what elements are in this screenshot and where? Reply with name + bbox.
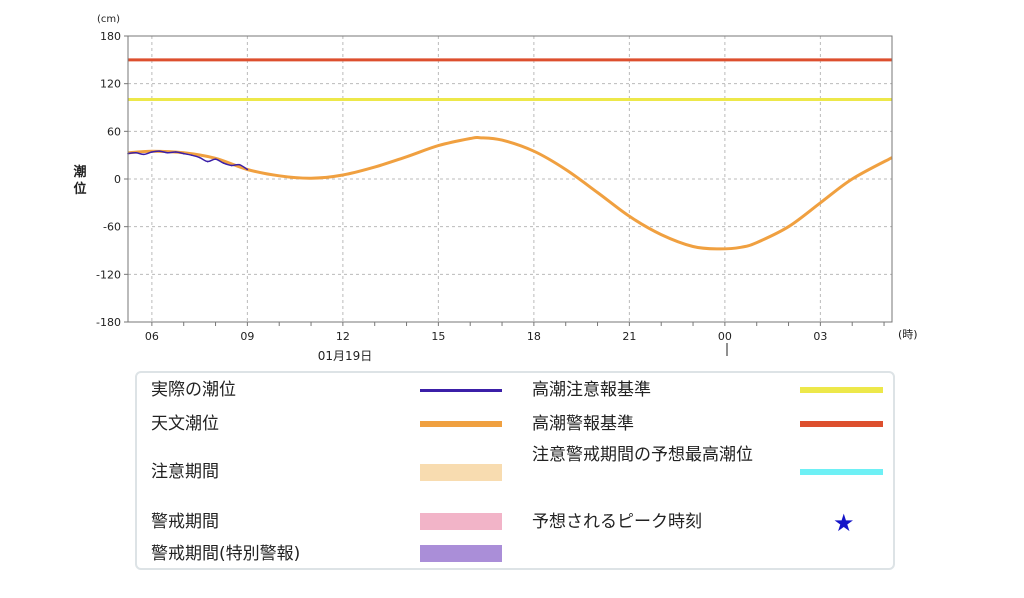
- data-point: [190, 154, 193, 156]
- legend-special-period-label: 警戒期間(特別警報): [151, 544, 301, 564]
- y-tick-label: 0: [114, 173, 121, 186]
- x-tick-label: 00: [718, 330, 732, 343]
- legend-predicted-max-label: 注意警戒期間の予想最高潮位: [532, 445, 753, 465]
- data-point: [198, 156, 201, 159]
- legend-warning-std-label: 高潮警報基準: [532, 414, 634, 434]
- legend-actual-swatch: [420, 389, 502, 392]
- grid-lines: [128, 36, 892, 322]
- data-point: [182, 152, 185, 155]
- legend-warning-std-swatch: [800, 421, 883, 427]
- x-tick-label: 09: [240, 330, 254, 343]
- y-tick-label: 180: [100, 30, 121, 43]
- series-lines: [127, 58, 893, 251]
- data-point: [135, 151, 137, 154]
- legend-warning-period-label: 警戒期間: [151, 512, 219, 532]
- legend-caution-period-swatch: [420, 464, 502, 481]
- y-axis-title: 潮 位: [73, 164, 86, 197]
- data-point: [143, 153, 145, 156]
- date-label: 01月19日: [318, 349, 373, 363]
- x-tick-label: 06: [145, 330, 159, 343]
- legend-caution-std-swatch: [800, 387, 883, 393]
- legend-caution-period-label: 注意期間: [151, 462, 219, 482]
- data-point: [230, 164, 233, 167]
- legend-actual-label: 実際の潮位: [151, 380, 236, 400]
- data-point: [214, 158, 217, 160]
- y-tick-label: -180: [96, 316, 121, 329]
- x-axis-ticks: 06 09 12 15 18 21 00 03: [145, 322, 885, 343]
- legend-special-period-swatch: [420, 545, 502, 562]
- star-icon: ★: [833, 509, 855, 537]
- plot-frame: [127, 35, 893, 323]
- legend-peak-time-label: 予想されるピーク時刻: [532, 512, 702, 532]
- y-tick-label: -60: [103, 221, 121, 234]
- series-line: [127, 135, 893, 251]
- x-unit-label: (時): [898, 328, 918, 341]
- data-point: [166, 151, 169, 154]
- y-axis-title-char-2: 位: [73, 181, 86, 197]
- x-tick-label: 12: [336, 330, 350, 343]
- data-point: [246, 168, 249, 171]
- x-tick-label: 15: [431, 330, 445, 343]
- y-axis-title-char-1: 潮: [73, 164, 86, 180]
- legend: 実際の潮位 天文潮位 注意期間 警戒期間 警戒期間(特別警報) 高潮注意報基準 …: [135, 371, 895, 570]
- legend-warning-period-swatch: [420, 513, 502, 530]
- x-tick-label: 21: [622, 330, 636, 343]
- data-point: [222, 162, 225, 164]
- x-tick-label: 03: [813, 330, 827, 343]
- data-point: [174, 151, 177, 153]
- legend-caution-std-label: 高潮注意報基準: [532, 380, 651, 400]
- legend-predicted-max-swatch: [800, 469, 883, 475]
- y-axis-ticks: 180 120 60 0 -60 -120 -180: [96, 30, 128, 329]
- legend-astro-swatch: [420, 421, 502, 427]
- y-tick-label: 60: [107, 125, 121, 138]
- y-tick-label: -120: [96, 268, 121, 281]
- y-tick-label: 120: [100, 78, 121, 91]
- legend-astro-label: 天文潮位: [151, 414, 219, 434]
- data-point: [151, 151, 153, 153]
- y-unit-label: (cm): [97, 14, 120, 25]
- data-point: [206, 160, 209, 163]
- data-point: [238, 163, 241, 166]
- x-tick-label: 18: [527, 330, 541, 343]
- data-point: [159, 150, 161, 152]
- series-line: [127, 150, 248, 171]
